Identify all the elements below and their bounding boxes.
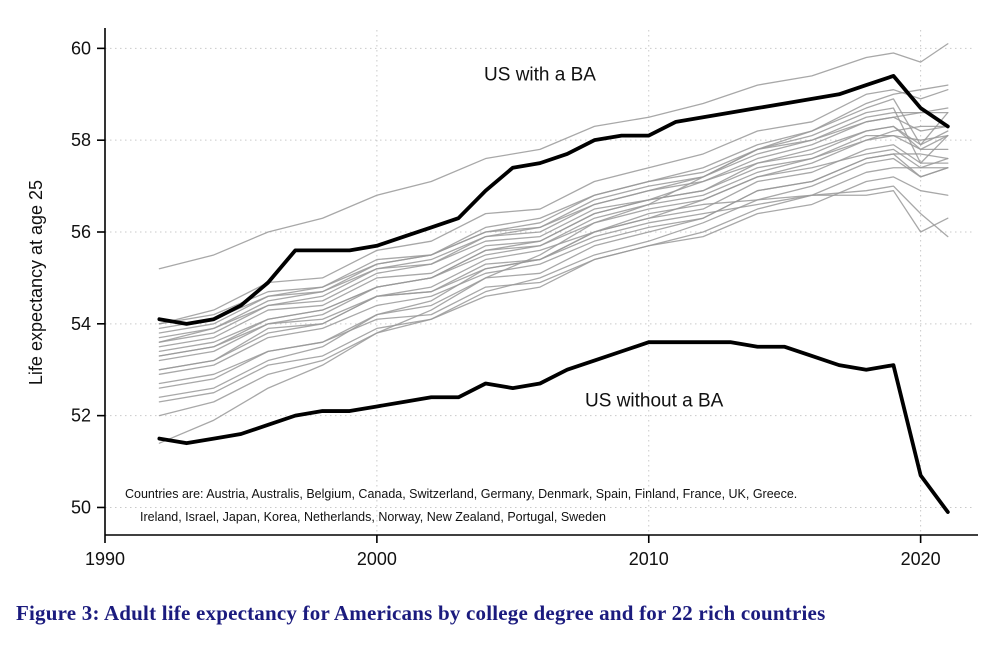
x-tick-label: 2000 bbox=[357, 549, 397, 569]
series-line-ireland bbox=[158, 134, 949, 398]
y-tick-label: 60 bbox=[71, 38, 91, 58]
figure-caption: Figure 3: Adult life expectancy for Amer… bbox=[16, 601, 826, 625]
countries-note-line-1: Countries are: Austria, Australis, Belgi… bbox=[125, 487, 797, 501]
series-line-netherlands bbox=[158, 148, 949, 353]
series-line-portugal bbox=[158, 157, 949, 417]
series-line-us-with-a-ba bbox=[157, 74, 950, 326]
x-tick-label: 1990 bbox=[85, 549, 125, 569]
annotation-us-without-a-ba: US without a BA bbox=[585, 390, 724, 411]
x-tick-label: 2010 bbox=[629, 549, 669, 569]
series-line-spain bbox=[158, 107, 949, 343]
y-tick-label: 56 bbox=[71, 222, 91, 242]
series-line-finland bbox=[158, 153, 949, 389]
series-line-sweden bbox=[158, 125, 949, 325]
series-line-belgium bbox=[158, 153, 949, 375]
series-line-canada bbox=[158, 134, 949, 330]
series-line-greece bbox=[158, 185, 949, 357]
series-line-denmark bbox=[158, 167, 949, 403]
series-line-japan bbox=[158, 43, 949, 270]
annotation-us-with-a-ba: US with a BA bbox=[484, 65, 596, 86]
series-line-us-without-a-ba bbox=[157, 340, 950, 514]
y-tick-label: 50 bbox=[71, 497, 91, 517]
countries-note-line-2: Ireland, Israel, Japan, Korea, Netherlan… bbox=[140, 510, 606, 524]
series-line-korea bbox=[158, 84, 949, 444]
life-expectancy-chart: 50 52 54 56 58 60 1990 2000 2010 2020 Life expecta… bbox=[26, 28, 978, 569]
series-line-country-22 bbox=[158, 98, 949, 339]
y-tick-label: 58 bbox=[71, 130, 91, 150]
series-line-switzerland bbox=[158, 89, 949, 325]
series-line-new-zealand bbox=[158, 125, 949, 357]
y-axis-title: Life expectancy at age 25 bbox=[26, 180, 46, 385]
y-tick-label: 54 bbox=[71, 314, 91, 334]
y-tick-label: 52 bbox=[71, 406, 91, 426]
x-tick-label: 2020 bbox=[901, 549, 941, 569]
